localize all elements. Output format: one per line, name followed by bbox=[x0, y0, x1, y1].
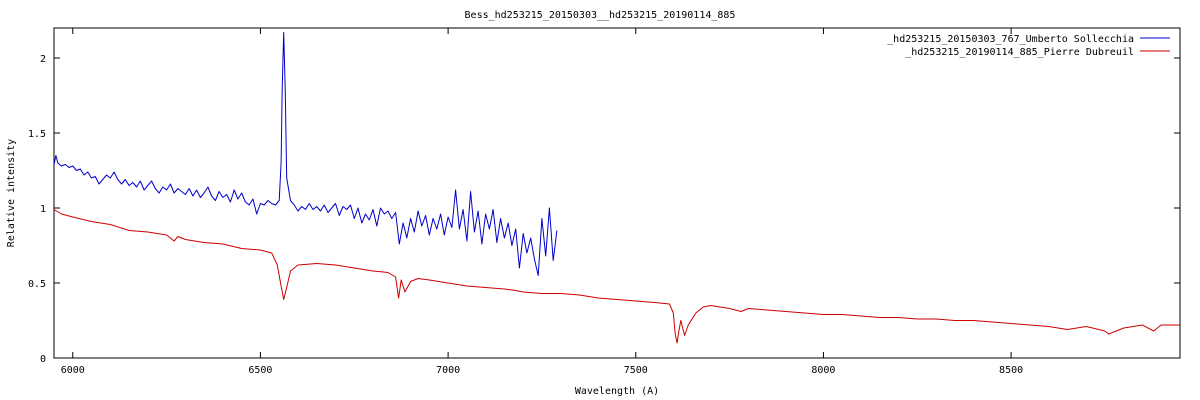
series-lines bbox=[53, 32, 1180, 344]
y-axis-label: Relative intensity bbox=[6, 139, 17, 247]
x-tick-label: 6500 bbox=[248, 365, 272, 376]
y-tick-label: 0 bbox=[40, 354, 46, 365]
x-tick-label: 8000 bbox=[811, 365, 835, 376]
x-tick-label: 7500 bbox=[624, 365, 648, 376]
x-tick-label: 8500 bbox=[999, 365, 1023, 376]
legend-label: _hd253215_20150303_767_Umberto Sollecchi… bbox=[887, 34, 1134, 45]
y-tick-label: 1 bbox=[40, 204, 46, 215]
plot-frame bbox=[53, 27, 1181, 359]
x-axis: 6000 6500 7000 7500 8000 8500 bbox=[61, 28, 1023, 376]
y-tick-label: 1.5 bbox=[28, 129, 46, 140]
series-line-1 bbox=[53, 209, 1180, 344]
x-tick-label: 7000 bbox=[436, 365, 460, 376]
x-tick-label: 6000 bbox=[61, 365, 85, 376]
x-axis-label: Wavelength (A) bbox=[575, 386, 659, 397]
legend-label: _hd253215_20190114_885_Pierre Dubreuil bbox=[905, 47, 1134, 58]
y-axis: 0 0.5 1 1.5 2 bbox=[28, 54, 1180, 365]
series-line-0 bbox=[53, 32, 558, 276]
legend: _hd253215_20150303_767_Umberto Sollecchi… bbox=[887, 34, 1170, 58]
y-tick-label: 2 bbox=[40, 54, 46, 65]
y-tick-label: 0.5 bbox=[28, 279, 46, 290]
chart-title: Bess_hd253215_20150303__hd253215_2019011… bbox=[465, 10, 736, 21]
